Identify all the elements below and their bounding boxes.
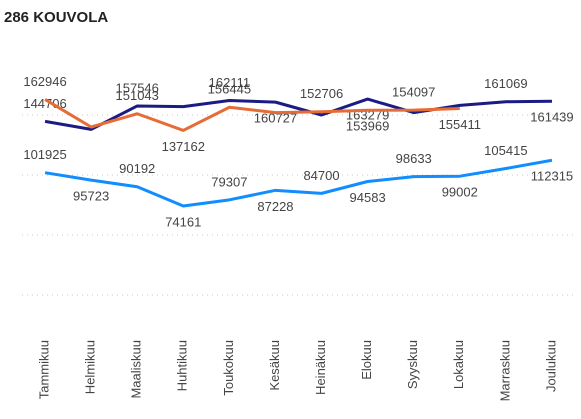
x-tick-label: Maaliskuu <box>129 340 144 399</box>
data-label: 137162 <box>162 139 205 154</box>
data-label: 99002 <box>442 185 478 200</box>
series-line <box>44 98 460 132</box>
x-tick-label: Heinäkuu <box>313 340 328 395</box>
data-label: 95723 <box>73 189 109 204</box>
data-label: 87228 <box>257 199 293 214</box>
x-tick-label: Helmikuu <box>83 340 98 394</box>
data-label: 84700 <box>303 168 339 183</box>
series-line <box>44 97 552 131</box>
data-label: 160727 <box>254 111 297 126</box>
x-tick-label: Elokuu <box>359 340 374 380</box>
data-label: 74161 <box>165 214 201 229</box>
data-label: 162946 <box>23 74 66 89</box>
data-label: 161439 <box>530 110 573 125</box>
data-label: 79307 <box>211 174 247 189</box>
x-tick-label: Joulukuu <box>543 340 558 392</box>
data-label: 98633 <box>396 151 432 166</box>
data-label: 155411 <box>439 117 481 132</box>
series-line <box>44 158 553 208</box>
data-label: 112315 <box>531 169 573 184</box>
x-tick-label: Marraskuu <box>497 340 512 401</box>
data-label: 152706 <box>300 86 343 101</box>
data-label: 161069 <box>484 76 527 91</box>
x-tick-label: Huhtikuu <box>175 340 190 391</box>
x-tick-label: Kesäkuu <box>267 340 282 391</box>
data-label: 162111 <box>209 75 250 90</box>
data-label: 153969 <box>346 119 389 134</box>
data-label: 90192 <box>119 161 155 176</box>
data-label: 151043 <box>116 88 159 103</box>
data-label: 105415 <box>484 143 527 158</box>
x-tick-label: Tammikuu <box>36 340 51 399</box>
data-label: 156445 <box>208 82 251 97</box>
x-tick-label: Syyskuu <box>405 340 420 389</box>
chart-title: 286 KOUVOLA <box>4 9 108 26</box>
x-tick-label: Toukokuu <box>221 340 236 396</box>
data-label: 154097 <box>392 85 435 100</box>
data-label: 101925 <box>23 147 66 162</box>
x-tick-label: Lokakuu <box>451 340 466 389</box>
data-label: 157546 <box>116 80 159 95</box>
data-label: 94583 <box>350 190 386 205</box>
